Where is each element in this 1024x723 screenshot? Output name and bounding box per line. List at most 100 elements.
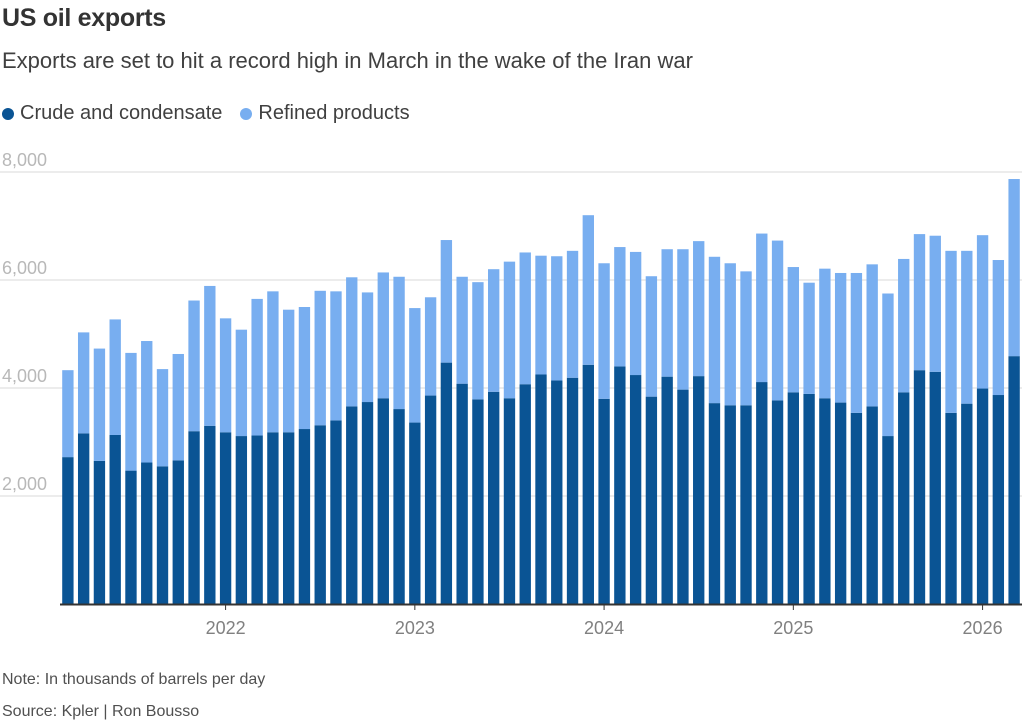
bar-crude [298,429,311,604]
bar-crude [282,432,295,604]
x-tick-label: 2024 [584,618,624,638]
bar-refined [708,256,721,404]
legend-label-refined: Refined products [258,102,410,124]
bar-refined [235,329,248,437]
bar-refined [961,250,973,404]
legend-item-crude: Crude and condensate [2,102,222,125]
bar-refined [913,234,926,371]
bar-crude [787,392,800,604]
bar-refined [314,290,326,426]
y-tick-label: 4,000 [2,366,47,386]
bar-crude [551,380,563,604]
y-tick-label: 6,000 [2,258,47,278]
bar-refined [456,276,468,384]
chart-note: Note: In thousands of barrels per day [2,671,266,688]
bar-refined [834,272,847,403]
y-tick-label: 2,000 [2,474,47,494]
bar-crude [992,395,1005,604]
bar-refined [898,258,910,393]
bar-crude [172,460,184,604]
bar-refined [582,215,594,365]
bar-crude [141,462,153,604]
bar-crude [614,366,626,604]
bar-crude [677,389,689,604]
x-tick-label: 2023 [395,618,435,638]
bar-refined [1008,179,1020,357]
bar-refined [551,256,563,381]
bar-refined [771,240,784,401]
bar-crude [708,403,721,604]
bar-crude [645,396,658,604]
bar-refined [125,352,137,471]
bar-refined [440,240,453,363]
bar-refined [77,332,90,434]
bar-crude [898,392,910,604]
bar-crude [219,432,232,604]
bar-refined [929,235,941,372]
bar-refined [976,235,989,389]
bar-crude [598,398,610,604]
legend-swatch-crude [2,107,14,120]
chart-source: Source: Kpler | Ron Bousso [2,703,200,720]
x-tick-label: 2026 [963,618,1003,638]
bar-crude [361,402,374,604]
bar-refined [424,297,437,396]
bar-crude [519,384,531,604]
bar-refined [740,271,752,406]
bar-refined [251,298,263,436]
bar-crude [156,466,169,604]
bar-crude [330,420,342,604]
bar-crude [472,399,484,604]
bar-refined [141,341,153,463]
bar-crude [77,433,90,604]
bar-crude [724,405,736,604]
bar-refined [219,318,232,433]
bar-refined [645,276,658,397]
bar-crude [251,435,263,604]
bar-crude [929,371,941,604]
bar-crude [819,398,831,604]
bar-refined [787,267,800,393]
bar-refined [172,353,184,461]
bar-refined [361,292,374,403]
bar-refined [535,255,547,375]
x-tick-label: 2022 [206,618,246,638]
bar-refined [756,233,768,383]
bar-crude [945,412,957,604]
bar-refined [819,268,831,399]
bar-crude [961,403,973,604]
bar-refined [204,285,216,426]
bar-crude [756,382,768,604]
bar-refined [598,263,610,399]
bar-crude [393,409,405,604]
bar-crude [267,432,279,604]
bar-refined [803,282,815,394]
bar-crude [424,395,437,604]
bar-crude [976,388,989,604]
bar-crude [377,398,389,604]
bar-refined [661,249,673,377]
bar-refined [519,252,531,385]
bar-crude [1008,356,1020,604]
bar-refined [409,308,421,423]
y-tick-label: 8,000 [2,150,47,170]
bar-refined [330,291,342,421]
bar-refined [346,277,358,407]
bar-crude [346,406,358,604]
legend-label-crude: Crude and condensate [20,102,223,124]
bar-crude [803,393,815,604]
bar-refined [377,272,389,399]
bar-refined [267,291,279,433]
bar-crude [409,422,421,604]
bar-crude [188,431,200,604]
bar-refined [992,260,1005,396]
bar-refined [503,261,516,399]
bar-crude [582,364,594,604]
bar-refined [298,307,311,430]
bar-refined [614,247,626,367]
bar-crude [882,436,894,604]
legend: Crude and condensate Refined products [2,102,428,125]
bar-crude [204,425,216,604]
bar-crude [235,436,248,604]
bar-refined [693,241,705,377]
